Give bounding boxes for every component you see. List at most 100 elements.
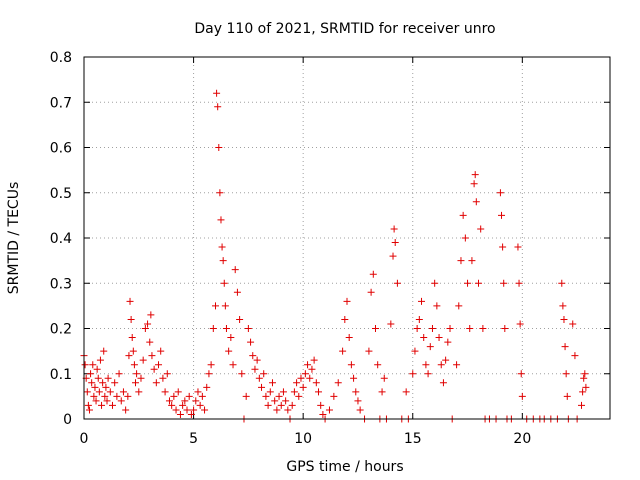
grid [84,57,610,419]
data-point [301,370,309,378]
data-point [95,388,103,396]
data-point [221,302,229,310]
data-point [464,279,472,287]
data-point [96,356,104,364]
data-point [437,361,445,369]
data-point [247,338,255,346]
data-point [84,401,92,409]
data-point [150,365,158,373]
data-point [214,103,222,111]
data-point [424,370,432,378]
data-point [288,401,296,409]
data-point [264,401,272,409]
data-point [444,338,452,346]
data-point [409,370,417,378]
data-point [315,388,323,396]
y-axis-label: SRMTID / TECUs [6,182,22,295]
data-point [347,361,355,369]
data-point [356,406,364,414]
data-point [165,397,173,405]
data-point [198,392,206,400]
data-point [341,315,349,323]
data-point [461,234,469,242]
data-point [559,302,567,310]
data-point [124,392,132,400]
data-point [106,388,114,396]
data-point [271,397,279,405]
data-point [217,216,225,224]
data-point [562,370,570,378]
data-point [159,374,167,382]
data-point [284,406,292,414]
data-point [238,370,246,378]
data-point [411,347,419,355]
data-point [374,361,382,369]
data-point [415,315,423,323]
data-point [92,397,100,405]
data-point [268,379,276,387]
data-point [99,379,107,387]
data-point [295,392,303,400]
x-tick-label: 5 [189,431,198,447]
data-point [413,325,421,332]
data-point [85,406,93,414]
data-point [139,356,147,364]
x-tick-label: 10 [294,431,312,447]
data-point [128,334,136,342]
data-point [402,388,410,396]
data-point [496,189,504,197]
y-tick-label: 0 [63,412,72,428]
data-point [209,325,217,332]
data-point [133,370,141,378]
data-point [518,392,526,400]
data-point [578,401,586,409]
data-point [244,325,252,332]
y-tick-label: 0.3 [50,276,72,292]
data-point [317,401,325,409]
data-point [367,288,375,296]
data-point [579,388,587,396]
data-point [222,325,230,332]
data-point [325,406,333,414]
data-point [181,397,189,405]
data-point [433,302,441,310]
data-point [103,397,111,405]
data-point [514,243,522,251]
data-point [101,392,109,400]
data-point [420,334,428,342]
data-point [236,315,244,323]
data-point [161,388,169,396]
data-point [339,347,347,355]
data-point [148,352,156,360]
data-point [350,374,358,382]
data-point [428,325,436,332]
data-point [330,392,338,400]
data-point [275,392,283,400]
data-point [457,257,465,265]
data-point [253,356,261,364]
data-point [371,325,379,332]
data-point [391,239,399,247]
data-point [466,325,474,332]
data-point [390,225,398,233]
data-point [137,374,145,382]
data-point [299,383,307,391]
data-point [192,397,200,405]
data-point [183,406,191,414]
data-point [251,365,259,373]
data-point [561,343,569,351]
data-point [157,347,165,355]
data-point [233,288,241,296]
data-point [176,410,184,418]
data-point [393,279,401,287]
data-point [290,388,298,396]
data-point [207,361,215,369]
data-point [196,401,204,409]
data-point [582,383,590,391]
data-point [187,410,195,418]
data-point [111,379,119,387]
data-point [334,379,342,387]
data-point [141,325,149,332]
y-tick-label: 0.1 [50,367,72,383]
data-point [203,383,211,391]
